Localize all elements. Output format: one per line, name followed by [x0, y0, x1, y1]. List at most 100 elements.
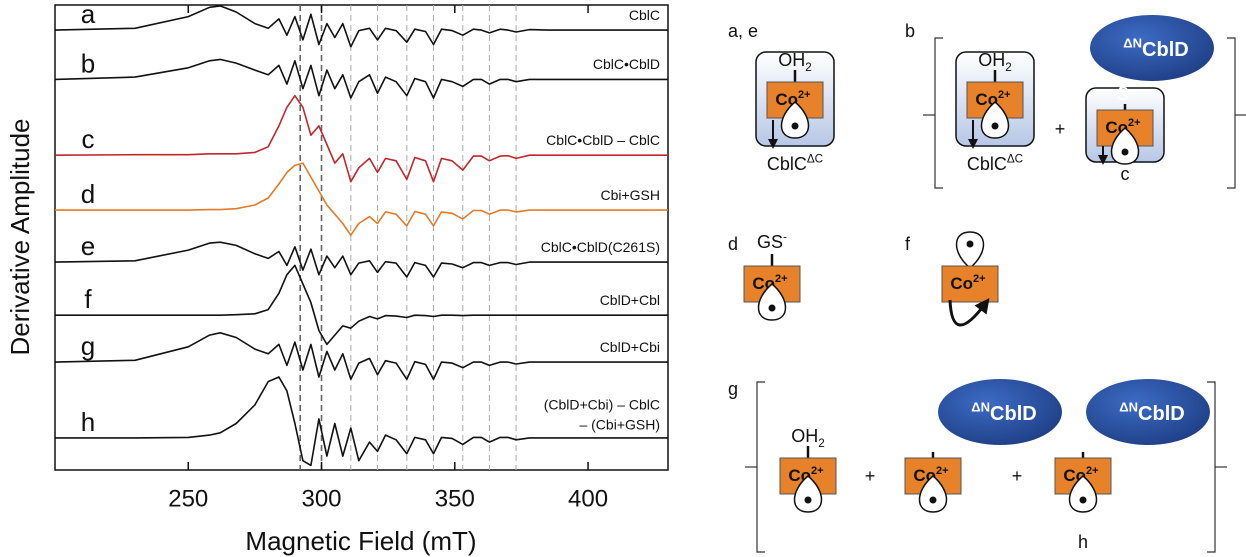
ligand-dot: [991, 122, 999, 130]
ligand-dot: [1079, 496, 1087, 504]
y-axis-label: Derivative Amplitude: [5, 119, 35, 356]
co-label: Co2+: [950, 273, 985, 293]
s-label: S: [1075, 432, 1087, 452]
x-tick-label: 400: [568, 485, 608, 512]
cobalt-center: [941, 265, 999, 303]
trace-letter: g: [81, 331, 95, 361]
oh2-label: OH2: [978, 50, 1012, 74]
text-part: S: [1117, 84, 1129, 104]
script-text: 2+: [798, 89, 811, 101]
oh2-label: OH2: [778, 50, 812, 74]
trace-letter: c: [82, 124, 95, 154]
script-text: 2+: [998, 89, 1011, 101]
panel-label: b: [905, 21, 915, 41]
trace-name: CblC•CblD: [593, 56, 660, 72]
script-text: 2+: [936, 465, 949, 477]
species-label: c: [1121, 164, 1130, 184]
cbld-label: ΔNCblD: [1119, 400, 1184, 425]
x-tick-label: 350: [435, 485, 475, 512]
cbld-label: ΔNCblD: [1123, 36, 1188, 61]
text-part: +: [1012, 466, 1023, 486]
trace-letter: b: [81, 48, 95, 78]
trace-letter: d: [81, 179, 95, 209]
spectrum-line: [55, 376, 668, 467]
s-label: S: [1117, 84, 1129, 104]
panel-label: d: [728, 234, 738, 254]
cbld-protein: [1086, 379, 1210, 445]
trace-name: CblC•CblD – CblC: [546, 132, 660, 148]
text-part: OH: [978, 50, 1005, 70]
text-part: CblD: [990, 403, 1037, 425]
text-part: CblD: [1138, 403, 1185, 425]
oh2-label: OH2: [791, 426, 825, 450]
cblc-label: CblCΔC: [967, 152, 1023, 174]
trace-name: CblD+Cbl: [600, 292, 660, 308]
trace-name: (CblD+Cbi) – CblC: [544, 397, 660, 413]
linker: [931, 433, 961, 441]
script-text: 2+: [775, 273, 788, 285]
trace-letter: f: [84, 284, 92, 314]
script-text: 2+: [1086, 465, 1099, 477]
ligand-shape: [955, 231, 985, 269]
ligand-dot: [929, 496, 937, 504]
trace-name: Cbi+GSH: [600, 187, 660, 203]
ligand-dot: [804, 496, 812, 504]
trace-letter: e: [81, 231, 95, 261]
s-label: S: [925, 432, 937, 452]
spectrum-line: [54, 241, 668, 278]
script-text: ΔC: [807, 152, 823, 165]
ligand-dot: [791, 122, 799, 130]
cbld-label: ΔNCblD: [971, 400, 1036, 425]
ligand-dot: [1121, 148, 1129, 156]
trace-name: CblD+Cbi: [600, 339, 660, 355]
text-part: CblD: [1142, 39, 1189, 61]
spectrum-line: [55, 264, 668, 346]
plot-frame: [54, 4, 669, 471]
ligand-shape: [918, 475, 948, 513]
script-text: 2: [818, 437, 825, 450]
text-part: CblC: [767, 154, 807, 174]
trace-letter: a: [81, 0, 96, 29]
text-part: +: [865, 466, 876, 486]
text-part: +: [1055, 119, 1066, 139]
ligand-shape: [1110, 127, 1140, 165]
ligand-shape: [780, 101, 810, 139]
text-part: Co: [950, 274, 973, 293]
ligand-dot: [966, 240, 974, 248]
panel-label: a, e: [728, 21, 758, 41]
text-part: GS: [757, 232, 783, 252]
x-axis-label: Magnetic Field (mT): [245, 526, 476, 556]
ligand-shape: [980, 101, 1010, 139]
spectrum-line: [54, 332, 668, 381]
gs-label: GS-: [757, 230, 787, 252]
script-text: ΔN: [1123, 36, 1142, 51]
text-part: CblC: [967, 154, 1007, 174]
spectrum-line: [54, 94, 668, 183]
bracket: [934, 37, 943, 189]
spectrum-line: [54, 5, 668, 48]
ligand-shape: [757, 283, 787, 321]
script-text: 2: [1005, 61, 1012, 74]
plus-sign: +: [1012, 466, 1023, 486]
script-text: 2: [805, 61, 812, 74]
script-text: ΔC: [1007, 152, 1023, 165]
x-tick-label: 300: [301, 485, 341, 512]
arrow: [948, 298, 990, 327]
plus-sign: +: [1055, 119, 1066, 139]
bracket: [1227, 37, 1236, 189]
trace-name: CblC•CblD(C261S): [541, 239, 660, 255]
spectrum-line: [55, 162, 668, 236]
cblc-label: CblCΔC: [767, 152, 823, 174]
text-part: OH: [791, 426, 818, 446]
cbld-protein: [938, 379, 1062, 445]
plus-sign: +: [865, 466, 876, 486]
cbld-protein: [1090, 15, 1214, 81]
x-tick-label: 250: [168, 485, 208, 512]
text-part: OH: [778, 50, 805, 70]
text-part: S: [1075, 432, 1087, 452]
script-text: 2+: [973, 273, 986, 285]
panel-label: g: [728, 379, 738, 399]
ligand-shape: [1068, 475, 1098, 513]
trace-name: – (Cbi+GSH): [579, 417, 660, 433]
